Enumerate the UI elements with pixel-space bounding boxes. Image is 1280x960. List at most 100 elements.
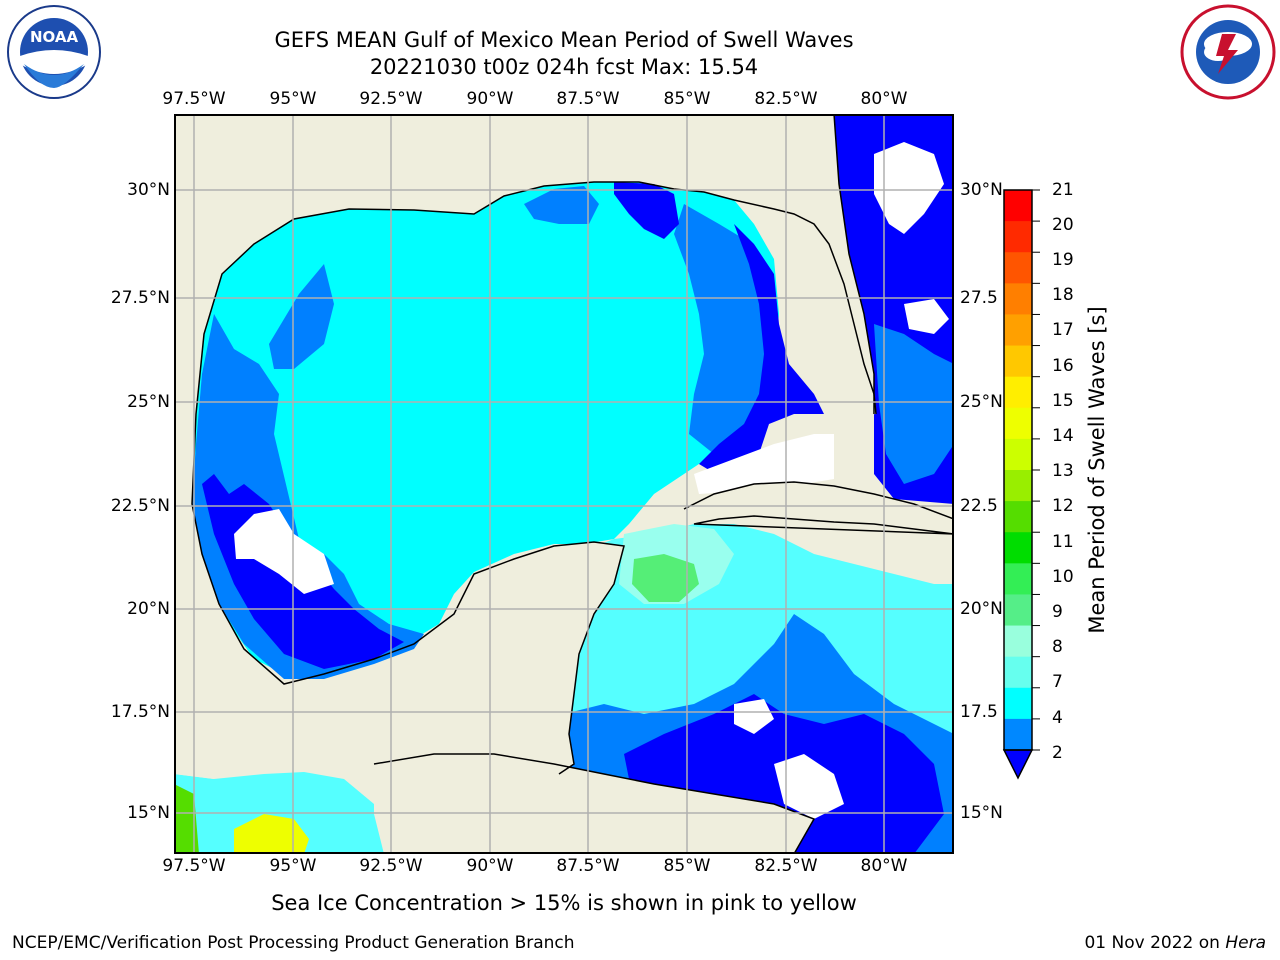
colorbar-tick: 12 <box>1052 496 1074 516</box>
lon-tick-top: 92.5°W <box>359 89 423 109</box>
lat-tick-right: 20°N <box>960 599 1003 619</box>
lat-tick-right: 30°N <box>960 180 1003 200</box>
lon-tick-top: 97.5°W <box>162 89 226 109</box>
coastline-cuba <box>683 481 954 535</box>
land-cuba <box>684 482 954 534</box>
lon-tick-bottom: 87.5°W <box>556 856 620 876</box>
coastline-mexico <box>191 503 625 775</box>
colorbar-tick: 7 <box>1052 672 1063 692</box>
footer-credit: NCEP/EMC/Verification Post Processing Pr… <box>12 933 575 953</box>
colorbar-level <box>1004 501 1032 533</box>
atlantic-field-nodata <box>874 142 944 234</box>
lon-tick-bottom: 97.5°W <box>162 856 226 876</box>
lon-tick-top: 95°W <box>269 89 317 109</box>
land-yucatan <box>454 542 624 774</box>
colorbar-level <box>1004 656 1032 689</box>
gulf-field-darkblue-ne <box>614 182 679 239</box>
colorbar-level <box>1004 718 1032 751</box>
lon-tick-bottom: 85°W <box>663 856 711 876</box>
colorbar-tick: 13 <box>1052 461 1074 481</box>
lat-tick-right: 17.5 <box>960 702 998 722</box>
sea-ice-note: Sea Ice Concentration > 15% is shown in … <box>271 891 857 915</box>
coastline-florida-east <box>833 114 875 414</box>
colorbar-tick: 20 <box>1052 215 1074 235</box>
lon-tick-top: 82.5°W <box>754 89 818 109</box>
gulf-field-darkblue-east <box>699 224 824 479</box>
colorbar-tick: 17 <box>1052 320 1074 340</box>
colorbar-level <box>1004 283 1032 315</box>
colorbar-tick: 19 <box>1052 250 1074 270</box>
lon-tick-top: 90°W <box>466 89 514 109</box>
colorbar-level <box>1004 470 1032 502</box>
caribbean-field-green <box>632 554 699 602</box>
colorbar-tick: 14 <box>1052 426 1074 446</box>
lon-tick-bottom: 80°W <box>860 856 908 876</box>
gulf-field-midblue-nc <box>524 186 599 224</box>
map-frame <box>174 114 954 854</box>
colorbar-tick: 18 <box>1052 285 1074 305</box>
colorbar-tick: 9 <box>1052 602 1063 622</box>
lat-tick-left: 27.5°N <box>110 288 170 308</box>
colorbar-tick: 11 <box>1052 532 1074 552</box>
colorbar-tick: 21 <box>1052 180 1074 200</box>
noaa-logo: NOAA <box>7 5 101 99</box>
caribbean-field-nodata-2 <box>734 699 774 734</box>
coastline-central-america <box>373 753 816 854</box>
lat-tick-right: 27.5 <box>960 288 998 308</box>
noaa-logo-text: NOAA <box>30 28 79 46</box>
colorbar-level <box>1004 687 1032 720</box>
nws-logo <box>1180 4 1276 100</box>
colorbar-level <box>1004 438 1032 471</box>
lat-tick-right: 15°N <box>960 803 1003 823</box>
map-subtitle: 20221030 t00z 024h fcst Max: 15.54 <box>369 55 759 79</box>
colorbar-level <box>1004 345 1032 378</box>
colorbar-tick: 4 <box>1052 708 1063 728</box>
footer-date-text: 01 Nov 2022 on <box>1084 933 1220 953</box>
pacific-field-green <box>174 784 199 854</box>
lon-tick-top: 85°W <box>663 89 711 109</box>
lon-tick-top: 87.5°W <box>556 89 620 109</box>
gridlines <box>174 114 954 854</box>
colorbar-level <box>1004 532 1032 564</box>
colorbar-level <box>1004 376 1032 409</box>
gulf-field-nodata-west <box>234 509 334 594</box>
map-title: GEFS MEAN Gulf of Mexico Mean Period of … <box>274 28 854 52</box>
land-florida <box>774 209 876 416</box>
lat-tick-left: 17.5°N <box>110 702 170 722</box>
coastline-gulf <box>191 181 877 505</box>
lat-tick-left: 15°N <box>127 803 170 823</box>
lon-tick-bottom: 92.5°W <box>359 856 423 876</box>
lat-tick-left: 25°N <box>127 392 170 412</box>
lat-tick-left: 30°N <box>127 180 170 200</box>
colorbar-tick: 16 <box>1052 356 1074 376</box>
gulf-field-nodata-straits <box>694 434 834 494</box>
land-central-america <box>374 754 814 854</box>
gulf-field-midblue-west-core <box>269 264 334 369</box>
atlantic-field-nodata-2 <box>904 299 949 334</box>
colorbar-level <box>1004 252 1032 284</box>
lon-tick-top: 80°W <box>860 89 908 109</box>
lat-tick-left: 22.5°N <box>110 496 170 516</box>
lat-tick-left: 20°N <box>127 599 170 619</box>
colorbar-tick: 10 <box>1052 567 1074 587</box>
colorbar-level <box>1004 563 1032 595</box>
colorbar-level <box>1004 221 1032 253</box>
colorbar-level <box>1004 407 1032 440</box>
colorbar-tick: 2 <box>1052 743 1063 763</box>
colorbar-level <box>1004 190 1032 222</box>
lat-tick-right: 22.5 <box>960 496 998 516</box>
colorbar-level <box>1004 594 1032 627</box>
swell-period-map <box>174 114 954 854</box>
colorbar-label: Mean Period of Swell Waves [s] <box>1085 306 1109 634</box>
pacific-field-yellow <box>234 814 309 854</box>
gulf-field-cyan <box>192 182 779 674</box>
colorbar-level <box>1004 314 1032 347</box>
atlantic-field-midblue <box>874 324 954 484</box>
lon-tick-bottom: 95°W <box>269 856 317 876</box>
footer-date: 01 Nov 2022 on Hera <box>1084 933 1266 953</box>
footer-machine: Hera <box>1225 933 1266 953</box>
colorbar-tick: 8 <box>1052 637 1063 657</box>
colorbar <box>1002 189 1040 780</box>
gulf-field-midblue-east <box>674 204 774 454</box>
colorbar-level <box>1004 625 1032 658</box>
